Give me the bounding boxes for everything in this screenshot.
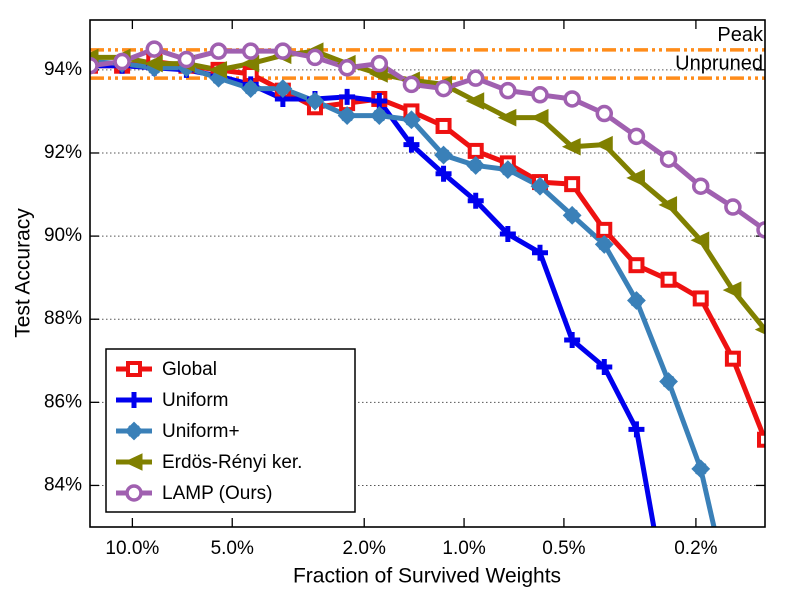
marker [561,137,581,156]
marker [692,290,709,307]
marker [113,52,131,71]
marker [123,453,143,471]
reference-label: Unpruned [675,52,763,74]
marker [466,69,485,87]
y-tick-label: 86% [44,391,82,412]
marker [467,142,484,159]
marker [402,75,421,94]
marker [498,160,518,180]
marker [370,54,389,73]
marker [209,42,228,60]
marker [145,40,164,58]
marker [435,165,452,182]
marker [434,79,453,98]
marker [338,59,356,77]
marker [691,459,711,479]
x-tick-label: 5.0% [211,538,254,559]
marker [125,484,143,502]
x-tick-label: 1.0% [442,538,485,559]
y-axis-label: Test Accuracy [12,208,35,338]
marker [724,350,741,367]
marker [627,127,646,146]
marker [497,108,517,127]
marker [241,42,260,60]
x-tick-label: 0.2% [674,538,717,559]
marker [465,92,485,110]
series-line [90,48,765,332]
marker [628,421,645,438]
x-tick-label: 2.0% [343,538,386,559]
series-line [90,46,765,232]
marker [628,257,645,274]
marker [467,192,484,209]
y-tick-label: 84% [44,474,82,495]
marker [273,79,293,98]
reference-label: Peak [717,24,764,46]
marker [274,42,292,60]
marker [660,271,677,288]
marker [126,392,142,408]
marker [722,281,742,299]
legend-label: Uniform [162,390,229,411]
marker [691,177,710,195]
marker [241,79,261,98]
marker [305,91,325,111]
y-tick-label: 94% [44,59,82,80]
marker [724,198,742,216]
marker [402,110,421,130]
marker [403,136,420,153]
marker [435,117,452,134]
x-tick-label: 0.5% [542,538,585,559]
marker [594,135,613,154]
y-tick-label: 92% [44,142,82,163]
marker [466,156,486,175]
marker [208,61,228,79]
marker [529,108,549,127]
legend-label: LAMP (Ours) [162,483,273,504]
plot-frame [89,19,766,528]
marker [306,48,324,67]
y-tick-label: 90% [44,225,82,246]
marker [627,291,646,310]
marker [434,145,453,165]
marker [369,106,389,125]
marker [144,54,163,73]
y-tick-label: 88% [44,308,82,329]
marker [596,221,613,238]
marker [530,176,550,196]
x-tick-label: 10.0% [105,538,159,559]
marker [658,196,678,214]
marker [90,56,99,75]
marker [659,372,678,391]
marker [564,176,581,193]
marker [337,106,357,125]
marker [659,150,678,168]
legend-label: Uniform+ [162,421,240,442]
marker [499,81,517,100]
marker [562,205,582,225]
marker [690,231,710,250]
x-axis-label: Fraction of Survived Weights [293,565,561,588]
marker [596,359,613,376]
legend-label: Erdös-Rényi ker. [162,452,302,473]
legend: Global Uniform Uniform+ Erdös-Rényi ker. LAM… [105,348,356,513]
marker [756,221,765,239]
marker [499,226,516,243]
marker [124,421,144,441]
plot-area [90,40,765,527]
marker [757,431,765,448]
marker [563,90,581,108]
marker [564,331,581,348]
marker [531,86,549,104]
marker [626,169,645,187]
marker [531,244,548,261]
legend-label: Global [162,359,217,380]
marker [595,104,614,123]
marker [594,234,614,254]
marker [177,50,196,69]
marker [126,361,142,377]
marker [339,88,356,105]
